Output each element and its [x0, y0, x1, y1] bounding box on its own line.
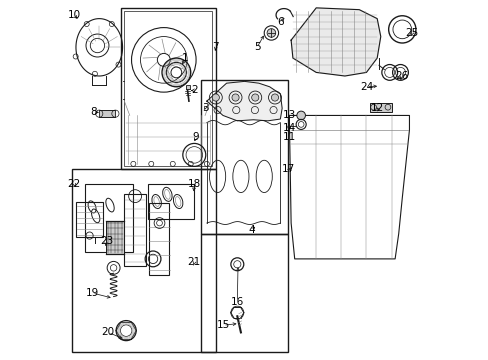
Text: 22: 22 — [67, 179, 81, 189]
Bar — [106, 221, 123, 253]
Text: 12: 12 — [370, 103, 383, 113]
Text: 13: 13 — [282, 111, 295, 121]
Bar — [147, 184, 194, 220]
Text: 19: 19 — [85, 288, 99, 298]
Text: 4: 4 — [248, 225, 254, 235]
Text: 23: 23 — [100, 236, 113, 246]
Text: 16: 16 — [230, 297, 244, 307]
Text: 24: 24 — [359, 82, 372, 92]
Text: 8: 8 — [90, 107, 97, 117]
Bar — [201, 80, 287, 234]
Text: 25: 25 — [405, 28, 418, 38]
Circle shape — [266, 29, 275, 37]
Circle shape — [296, 111, 305, 120]
Text: 2: 2 — [191, 85, 197, 95]
Circle shape — [271, 94, 278, 101]
Text: 7: 7 — [212, 42, 219, 52]
Text: 5: 5 — [253, 42, 260, 52]
Text: 6: 6 — [277, 17, 283, 27]
Text: 10: 10 — [67, 10, 81, 20]
Polygon shape — [206, 81, 282, 121]
Polygon shape — [290, 8, 380, 76]
Text: 26: 26 — [395, 71, 408, 81]
Bar — [124, 12, 212, 166]
Text: 9: 9 — [192, 132, 199, 142]
Bar — [185, 85, 190, 89]
Bar — [124, 194, 145, 266]
Text: 15: 15 — [216, 320, 229, 330]
Bar — [201, 234, 287, 352]
Bar — [369, 103, 391, 112]
Bar — [121, 8, 215, 169]
Text: 20: 20 — [102, 327, 115, 337]
Bar — [76, 202, 102, 237]
Circle shape — [231, 94, 239, 101]
Bar — [99, 110, 115, 117]
Bar — [85, 184, 133, 252]
Circle shape — [251, 94, 258, 101]
Bar — [72, 169, 215, 352]
Text: 14: 14 — [282, 123, 295, 133]
Text: 11: 11 — [282, 132, 295, 142]
Text: 1: 1 — [182, 53, 188, 63]
Circle shape — [212, 94, 219, 101]
Text: 3: 3 — [202, 103, 208, 113]
Text: 17: 17 — [281, 164, 294, 174]
Text: 21: 21 — [187, 257, 201, 267]
Text: 18: 18 — [187, 179, 201, 189]
Bar — [149, 203, 169, 275]
